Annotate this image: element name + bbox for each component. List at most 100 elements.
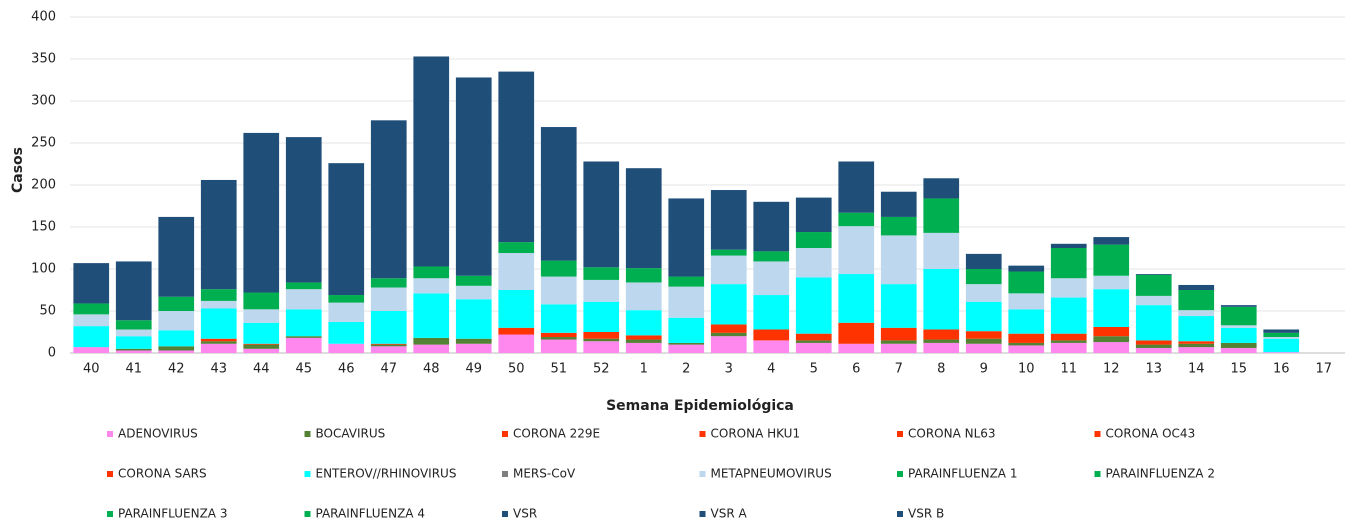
bar-segment	[625, 268, 662, 283]
y-tick-label: 250	[31, 136, 56, 151]
bar-segment	[115, 336, 152, 349]
bar-segment	[923, 198, 960, 233]
bar-segment	[923, 232, 960, 269]
bar-segment	[413, 278, 450, 294]
bar-segment	[413, 293, 450, 338]
legend-marker	[897, 471, 903, 477]
bar-segment	[583, 279, 620, 302]
bar-segment	[923, 339, 960, 343]
bar-segment	[1050, 342, 1087, 353]
y-tick-label: 400	[31, 10, 56, 25]
legend-marker	[304, 431, 311, 437]
x-tick-label: 9	[980, 362, 988, 377]
bar-segment	[965, 338, 1002, 344]
legend-label: PARAINFLUENZA 4	[316, 507, 425, 520]
bar-segment	[753, 251, 790, 262]
legend-label: PARAINFLUENZA 1	[908, 467, 1017, 481]
x-tick-label: 14	[1188, 362, 1205, 377]
bar-segment	[1263, 338, 1300, 353]
x-tick-label: 12	[1103, 362, 1120, 377]
bar-segment	[965, 269, 1002, 285]
bar-segment	[1050, 243, 1087, 248]
legend-label: BOCAVIRUS	[316, 427, 386, 441]
bar-segment	[710, 332, 747, 337]
legend-label: ENTEROV//RHINOVIRUS	[316, 467, 457, 481]
legend-marker	[502, 431, 508, 437]
bar-segment	[668, 286, 705, 318]
bar-segment	[838, 161, 875, 213]
bar-segment	[455, 275, 492, 286]
bar-segment	[838, 322, 875, 344]
bar-segment	[1093, 237, 1130, 245]
bar-segment	[73, 326, 110, 348]
bar-segment	[328, 302, 365, 322]
bar-segment	[115, 350, 152, 353]
bar-segment	[455, 285, 492, 300]
bar-segment	[243, 322, 280, 344]
bar-segment	[965, 331, 1002, 339]
bar-segment	[413, 266, 450, 279]
x-tick-label: 47	[380, 362, 397, 377]
bar-segment	[1178, 341, 1215, 344]
bar-segment	[1178, 316, 1215, 342]
y-tick-label: 50	[39, 304, 56, 319]
bar-segment	[158, 296, 195, 311]
bar-segment	[880, 340, 917, 344]
legend-marker	[107, 471, 113, 477]
bar-segment	[1135, 347, 1172, 353]
bar-segment	[965, 343, 1002, 353]
bar-segment	[583, 338, 620, 342]
bar-segment	[583, 161, 620, 268]
bar-segment	[710, 324, 747, 333]
bar-segment	[328, 343, 365, 353]
bar-segment	[838, 343, 875, 353]
bar-segment	[923, 342, 960, 353]
bar-segment	[1093, 275, 1130, 290]
bar-segment	[540, 339, 577, 353]
bar-segment	[710, 336, 747, 353]
x-tick-label: 40	[83, 362, 100, 377]
bar-segment	[1135, 340, 1172, 345]
bar-segment	[498, 327, 535, 335]
bar-segment	[625, 168, 662, 269]
bar-segment	[540, 127, 577, 261]
bar-segment	[1050, 297, 1087, 334]
y-tick-label: 150	[31, 220, 56, 235]
bar-segment	[200, 300, 237, 309]
bar-segment	[115, 348, 152, 351]
bar-segment	[200, 343, 237, 353]
legend-label: PARAINFLUENZA 3	[118, 507, 227, 520]
bar-segment	[583, 341, 620, 353]
bar-segment	[625, 310, 662, 336]
x-tick-label: 13	[1145, 362, 1162, 377]
bar-segment	[1008, 345, 1045, 353]
bar-segment	[753, 201, 790, 252]
legend-label: MERS-CoV	[513, 467, 576, 481]
y-tick-label: 200	[31, 178, 56, 193]
bar-segment	[795, 340, 832, 343]
legend-marker	[699, 471, 706, 477]
x-tick-label: 7	[895, 362, 903, 377]
bar-segment	[200, 179, 237, 290]
bar-segment	[370, 344, 407, 347]
bar-segment	[795, 277, 832, 334]
bar-segment	[328, 321, 365, 344]
bar-segment	[285, 282, 322, 290]
bar-segment	[1093, 244, 1130, 276]
bar-segment	[668, 198, 705, 277]
bar-segment	[668, 344, 705, 353]
bar-segment	[158, 346, 195, 351]
bar-segment	[838, 274, 875, 323]
bar-segment	[1050, 248, 1087, 279]
bar-segment	[880, 191, 917, 217]
legend-label: CORONA HKU1	[711, 427, 801, 441]
x-tick-label: 2	[682, 362, 690, 377]
legend-label: VSR B	[908, 507, 944, 520]
bar-segment	[498, 253, 535, 290]
bar-segment	[1135, 274, 1172, 296]
bar-segment	[73, 263, 110, 304]
bar-segment	[923, 178, 960, 199]
bar-segment	[668, 317, 705, 343]
legend-marker	[107, 511, 113, 517]
legend-label: METAPNEUMOVIRUS	[711, 467, 832, 481]
